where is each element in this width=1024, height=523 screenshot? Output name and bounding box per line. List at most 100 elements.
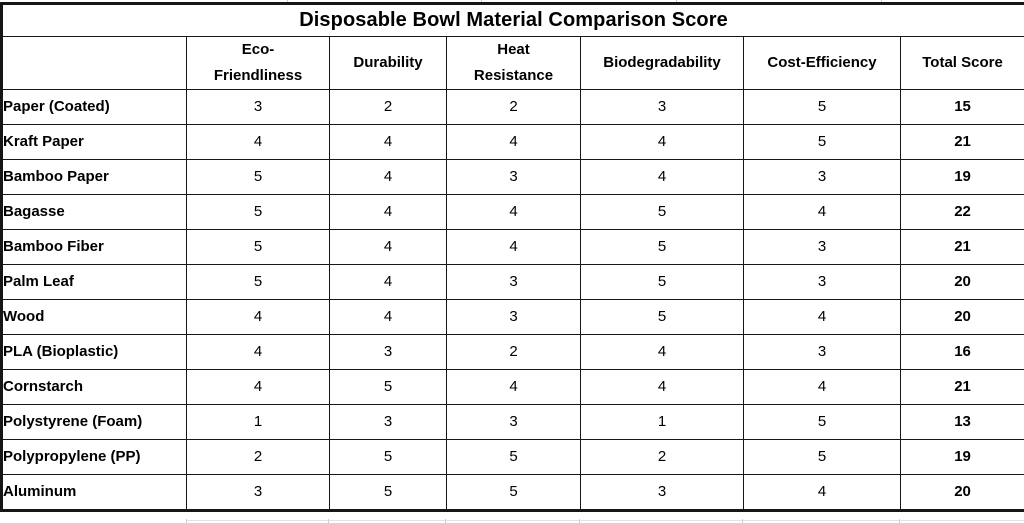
grid-artifact bbox=[742, 519, 743, 523]
material-name-cell: Bamboo Fiber bbox=[1, 228, 187, 265]
material-name-cell: Aluminum bbox=[1, 473, 187, 511]
total-score-cell: 22 bbox=[899, 193, 1024, 230]
score-cell: 4 bbox=[580, 368, 744, 405]
table-row: PLA (Bioplastic) 4 3 2 4 3 16 bbox=[1, 333, 1024, 370]
score-cell: 4 bbox=[329, 298, 447, 335]
column-header-biodegradability: Biodegradability bbox=[580, 36, 744, 90]
score-cell: 3 bbox=[329, 403, 447, 440]
score-cell: 3 bbox=[743, 263, 901, 300]
column-header-eco-friendliness: Eco- Friendliness bbox=[186, 36, 330, 90]
grid-artifact bbox=[676, 0, 677, 2]
score-cell: 5 bbox=[580, 263, 744, 300]
score-cell: 4 bbox=[329, 193, 447, 230]
score-cell: 3 bbox=[446, 298, 581, 335]
score-cell: 2 bbox=[329, 88, 447, 125]
material-name-cell: Bamboo Paper bbox=[1, 158, 187, 195]
table-row: Polypropylene (PP) 2 5 5 2 5 19 bbox=[1, 438, 1024, 475]
table-row: Bamboo Fiber 5 4 4 5 3 21 bbox=[1, 228, 1024, 265]
score-cell: 5 bbox=[186, 228, 330, 265]
score-cell: 4 bbox=[329, 123, 447, 160]
score-cell: 2 bbox=[186, 438, 330, 475]
score-cell: 5 bbox=[186, 263, 330, 300]
score-cell: 3 bbox=[446, 403, 581, 440]
table-title: Disposable Bowl Material Comparison Scor… bbox=[0, 3, 1024, 37]
score-cell: 2 bbox=[446, 333, 581, 370]
score-cell: 4 bbox=[329, 158, 447, 195]
score-cell: 5 bbox=[743, 88, 901, 125]
score-cell: 5 bbox=[580, 298, 744, 335]
table-row: Bagasse 5 4 4 5 4 22 bbox=[1, 193, 1024, 230]
total-score-cell: 16 bbox=[899, 333, 1024, 370]
score-cell: 3 bbox=[446, 158, 581, 195]
total-score-cell: 21 bbox=[899, 228, 1024, 265]
score-cell: 5 bbox=[186, 193, 330, 230]
score-cell: 3 bbox=[186, 88, 330, 125]
score-cell: 5 bbox=[329, 368, 447, 405]
total-score-cell: 20 bbox=[899, 263, 1024, 300]
total-score-cell: 13 bbox=[899, 403, 1024, 440]
grid-artifact bbox=[899, 519, 900, 523]
total-score-cell: 19 bbox=[899, 438, 1024, 475]
score-cell: 5 bbox=[329, 473, 447, 511]
grid-artifact bbox=[881, 0, 882, 2]
score-cell: 4 bbox=[186, 368, 330, 405]
score-cell: 5 bbox=[446, 438, 581, 475]
score-cell: 4 bbox=[446, 193, 581, 230]
table-row: Cornstarch 4 5 4 4 4 21 bbox=[1, 368, 1024, 405]
grid-artifact bbox=[287, 0, 288, 2]
score-cell: 5 bbox=[743, 123, 901, 160]
score-cell: 3 bbox=[743, 333, 901, 370]
score-cell: 3 bbox=[186, 473, 330, 511]
score-cell: 4 bbox=[580, 333, 744, 370]
score-cell: 4 bbox=[743, 193, 901, 230]
score-cell: 5 bbox=[580, 228, 744, 265]
grid-artifact bbox=[445, 519, 446, 523]
table-row: Aluminum 3 5 5 3 4 20 bbox=[1, 473, 1024, 511]
material-name-cell: Wood bbox=[1, 298, 187, 335]
score-cell: 5 bbox=[743, 438, 901, 475]
score-cell: 3 bbox=[580, 88, 744, 125]
score-cell: 4 bbox=[186, 298, 330, 335]
table-row: Palm Leaf 5 4 3 5 3 20 bbox=[1, 263, 1024, 300]
score-cell: 3 bbox=[743, 158, 901, 195]
table-row: Bamboo Paper 5 4 3 4 3 19 bbox=[1, 158, 1024, 195]
material-name-cell: Paper (Coated) bbox=[1, 88, 187, 125]
comparison-table: Disposable Bowl Material Comparison Scor… bbox=[0, 2, 1024, 512]
score-cell: 5 bbox=[580, 193, 744, 230]
table-row: Paper (Coated) 3 2 2 3 5 15 bbox=[1, 88, 1024, 125]
material-name-cell: PLA (Bioplastic) bbox=[1, 333, 187, 370]
grid-artifact bbox=[328, 519, 329, 523]
material-name-cell: Cornstarch bbox=[1, 368, 187, 405]
grid-artifact bbox=[186, 519, 187, 523]
total-score-cell: 20 bbox=[899, 473, 1024, 511]
total-score-cell: 19 bbox=[899, 158, 1024, 195]
score-cell: 5 bbox=[186, 158, 330, 195]
total-score-cell: 20 bbox=[899, 298, 1024, 335]
material-name-cell: Polypropylene (PP) bbox=[1, 438, 187, 475]
score-cell: 4 bbox=[329, 263, 447, 300]
score-cell: 4 bbox=[743, 368, 901, 405]
material-name-cell: Polystyrene (Foam) bbox=[1, 403, 187, 440]
material-name-cell: Bagasse bbox=[1, 193, 187, 230]
score-cell: 3 bbox=[743, 228, 901, 265]
total-score-cell: 21 bbox=[899, 123, 1024, 160]
score-cell: 3 bbox=[446, 263, 581, 300]
score-cell: 4 bbox=[743, 473, 901, 511]
grid-artifact bbox=[481, 0, 482, 2]
score-cell: 1 bbox=[580, 403, 744, 440]
score-cell: 4 bbox=[446, 368, 581, 405]
score-cell: 2 bbox=[446, 88, 581, 125]
score-cell: 4 bbox=[186, 333, 330, 370]
grid-artifact bbox=[186, 520, 1024, 521]
table-row: Kraft Paper 4 4 4 4 5 21 bbox=[1, 123, 1024, 160]
corner-cell bbox=[1, 36, 187, 90]
score-cell: 4 bbox=[743, 298, 901, 335]
table-row: Polystyrene (Foam) 1 3 3 1 5 13 bbox=[1, 403, 1024, 440]
column-header-cost-efficiency: Cost-Efficiency bbox=[743, 36, 901, 90]
column-header-durability: Durability bbox=[329, 36, 447, 90]
score-cell: 2 bbox=[580, 438, 744, 475]
score-cell: 3 bbox=[329, 333, 447, 370]
score-cell: 5 bbox=[743, 403, 901, 440]
column-header-total-score: Total Score bbox=[899, 36, 1024, 90]
